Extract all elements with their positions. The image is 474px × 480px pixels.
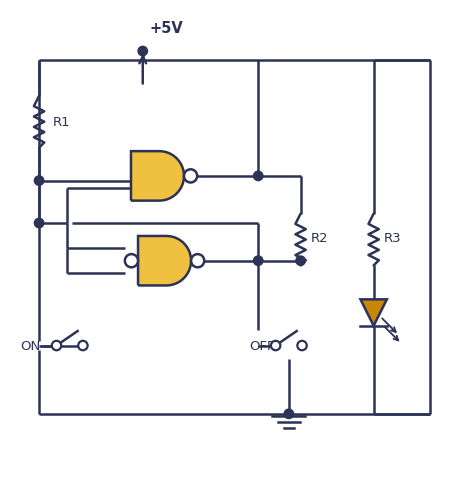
Circle shape: [297, 341, 307, 350]
Text: OFF: OFF: [249, 339, 274, 352]
Text: +5V: +5V: [150, 21, 183, 36]
Circle shape: [35, 177, 44, 186]
Circle shape: [254, 172, 263, 181]
Circle shape: [184, 170, 197, 183]
Text: R2: R2: [311, 231, 328, 244]
Circle shape: [125, 254, 138, 268]
Text: R3: R3: [384, 231, 401, 244]
PathPatch shape: [138, 237, 191, 286]
Polygon shape: [360, 300, 387, 326]
PathPatch shape: [131, 152, 184, 201]
Circle shape: [254, 256, 263, 266]
Circle shape: [35, 219, 44, 228]
Circle shape: [138, 47, 147, 57]
Circle shape: [78, 341, 88, 350]
Circle shape: [284, 409, 293, 419]
Circle shape: [271, 341, 280, 350]
Text: ON: ON: [20, 339, 40, 352]
Circle shape: [296, 256, 305, 266]
Circle shape: [52, 341, 61, 350]
Circle shape: [191, 254, 204, 268]
Text: R1: R1: [52, 116, 70, 129]
